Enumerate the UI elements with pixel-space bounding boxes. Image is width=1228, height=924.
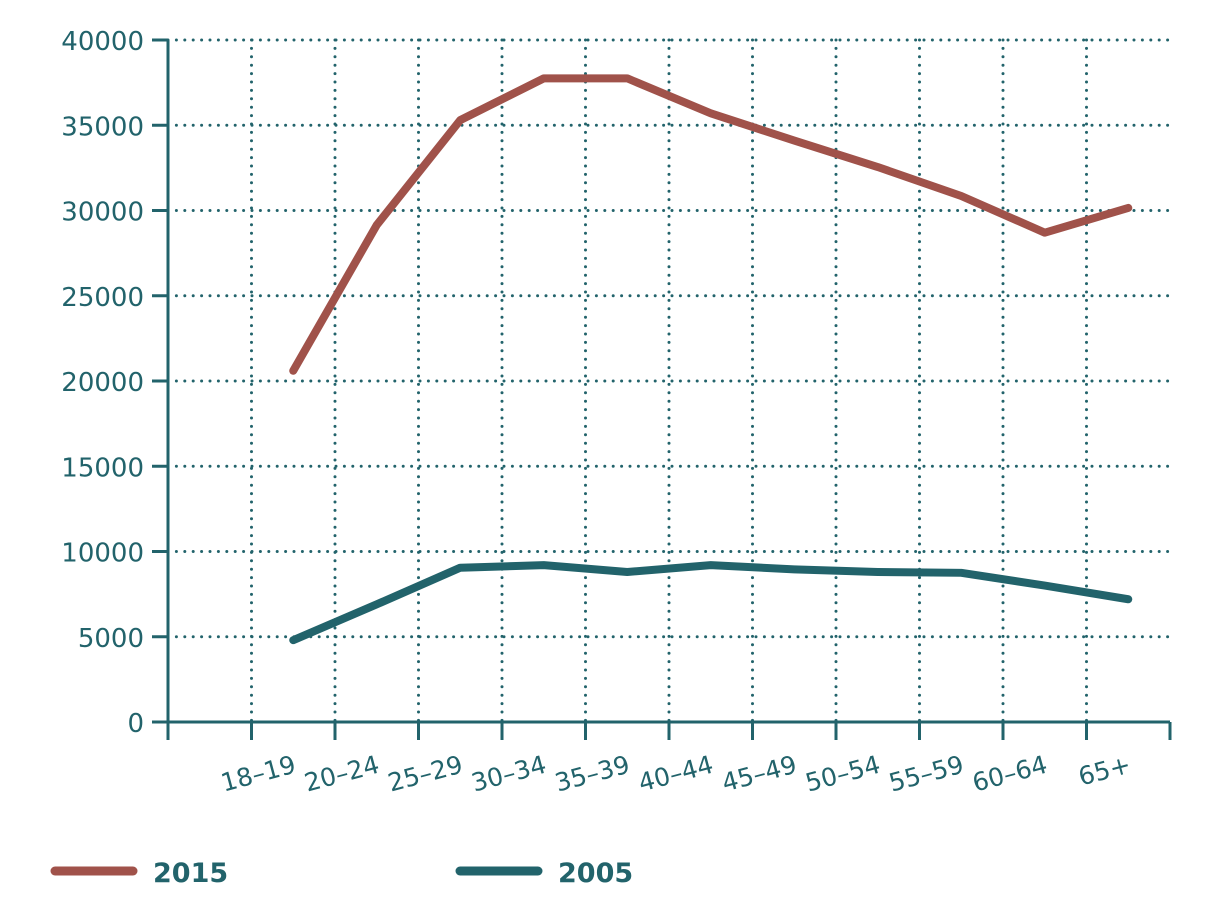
x-tick-label: 30–34 (468, 750, 549, 798)
x-tick-label: 65+ (1075, 750, 1133, 792)
legend: 2015 2005 (50, 858, 633, 889)
y-tick-label: 10000 (61, 539, 144, 569)
y-tick-label: 30000 (61, 198, 144, 228)
series-line-2015 (289, 74, 1133, 375)
grid (166, 38, 1172, 724)
x-tick-label: 50–54 (802, 750, 883, 798)
series-line-2005 (289, 561, 1133, 645)
x-tick-label: 25–29 (385, 750, 466, 798)
x-tick-label: 55–59 (886, 750, 967, 798)
y-tick-label: 35000 (61, 112, 144, 142)
y-tick-label: 20000 (61, 368, 144, 398)
x-tick-label: 40–44 (635, 750, 716, 798)
x-tick-label: 35–39 (552, 750, 633, 798)
x-tick-label: 20–24 (301, 750, 382, 798)
x-tick-label: 18–19 (218, 750, 299, 798)
y-tick-label: 25000 (61, 283, 144, 313)
x-tick-labels: 18–19 20–24 25–29 30–34 35–39 40–44 45–49 50–54… (218, 750, 1134, 798)
x-tick-label: 60–64 (969, 750, 1050, 798)
y-tick-label: 40000 (61, 27, 144, 57)
y-tick-labels: 0 5000 10000 15000 20000 25000 30000 35000 40000 (61, 27, 144, 739)
legend-label-2005: 2005 (558, 858, 633, 889)
legend-label-2015: 2015 (153, 858, 228, 889)
y-tick-label: 15000 (61, 453, 144, 483)
axes (152, 38, 1172, 740)
series-lines (289, 74, 1133, 645)
y-tick-label: 5000 (78, 624, 144, 654)
x-tick-label: 45–49 (719, 750, 800, 798)
y-tick-label: 0 (127, 709, 144, 739)
